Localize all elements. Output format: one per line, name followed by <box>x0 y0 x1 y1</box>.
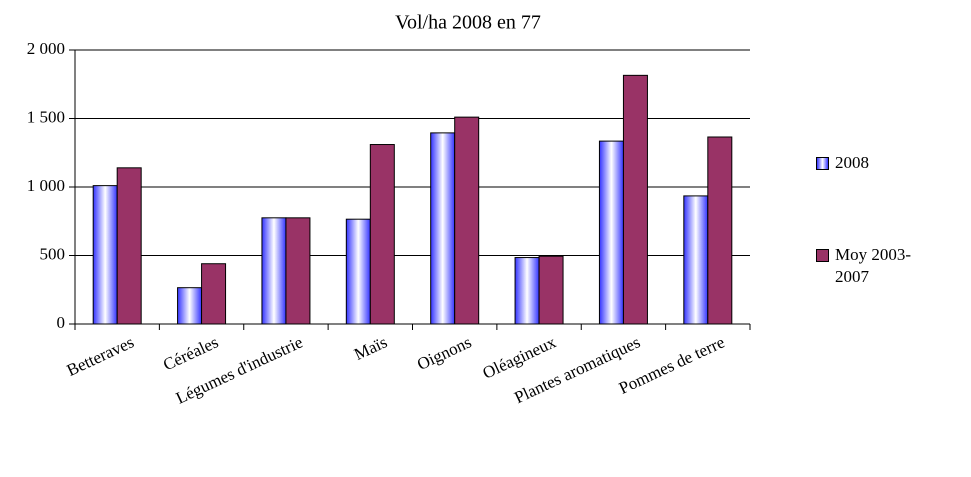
bar <box>201 263 227 325</box>
bar <box>430 132 456 325</box>
legend-label: Moy 2003-2007 <box>835 245 912 286</box>
x-tick-label: Maïs <box>351 332 390 364</box>
bar <box>454 116 480 325</box>
legend-item: Moy 2003-2007 <box>816 244 966 288</box>
bar <box>116 167 142 325</box>
bar <box>369 144 395 325</box>
bar <box>598 140 624 325</box>
x-tick-label: Céréales <box>160 332 221 374</box>
bar <box>683 195 709 325</box>
chart-title: Vol/ha 2008 en 77 <box>395 12 541 34</box>
bar <box>538 255 564 325</box>
y-tick-label: 2 000 <box>27 39 65 58</box>
legend-item: 2008 <box>816 152 966 174</box>
y-tick-label: 1 000 <box>27 176 65 195</box>
bar <box>261 217 287 325</box>
x-tick-label: Oignons <box>414 332 474 374</box>
legend-label: 2008 <box>835 153 869 172</box>
x-tick-label: Betteraves <box>64 332 137 380</box>
bar <box>514 257 540 325</box>
bar <box>92 185 118 325</box>
y-tick-label: 500 <box>40 244 66 263</box>
legend-swatch <box>816 249 829 262</box>
bar <box>177 287 203 325</box>
y-tick-label: 1 500 <box>27 107 65 126</box>
bar <box>622 74 648 325</box>
legend-swatch <box>816 157 829 170</box>
y-tick-label: 0 <box>57 313 66 332</box>
bar <box>285 217 311 325</box>
bar <box>707 136 733 325</box>
bar <box>345 218 371 325</box>
